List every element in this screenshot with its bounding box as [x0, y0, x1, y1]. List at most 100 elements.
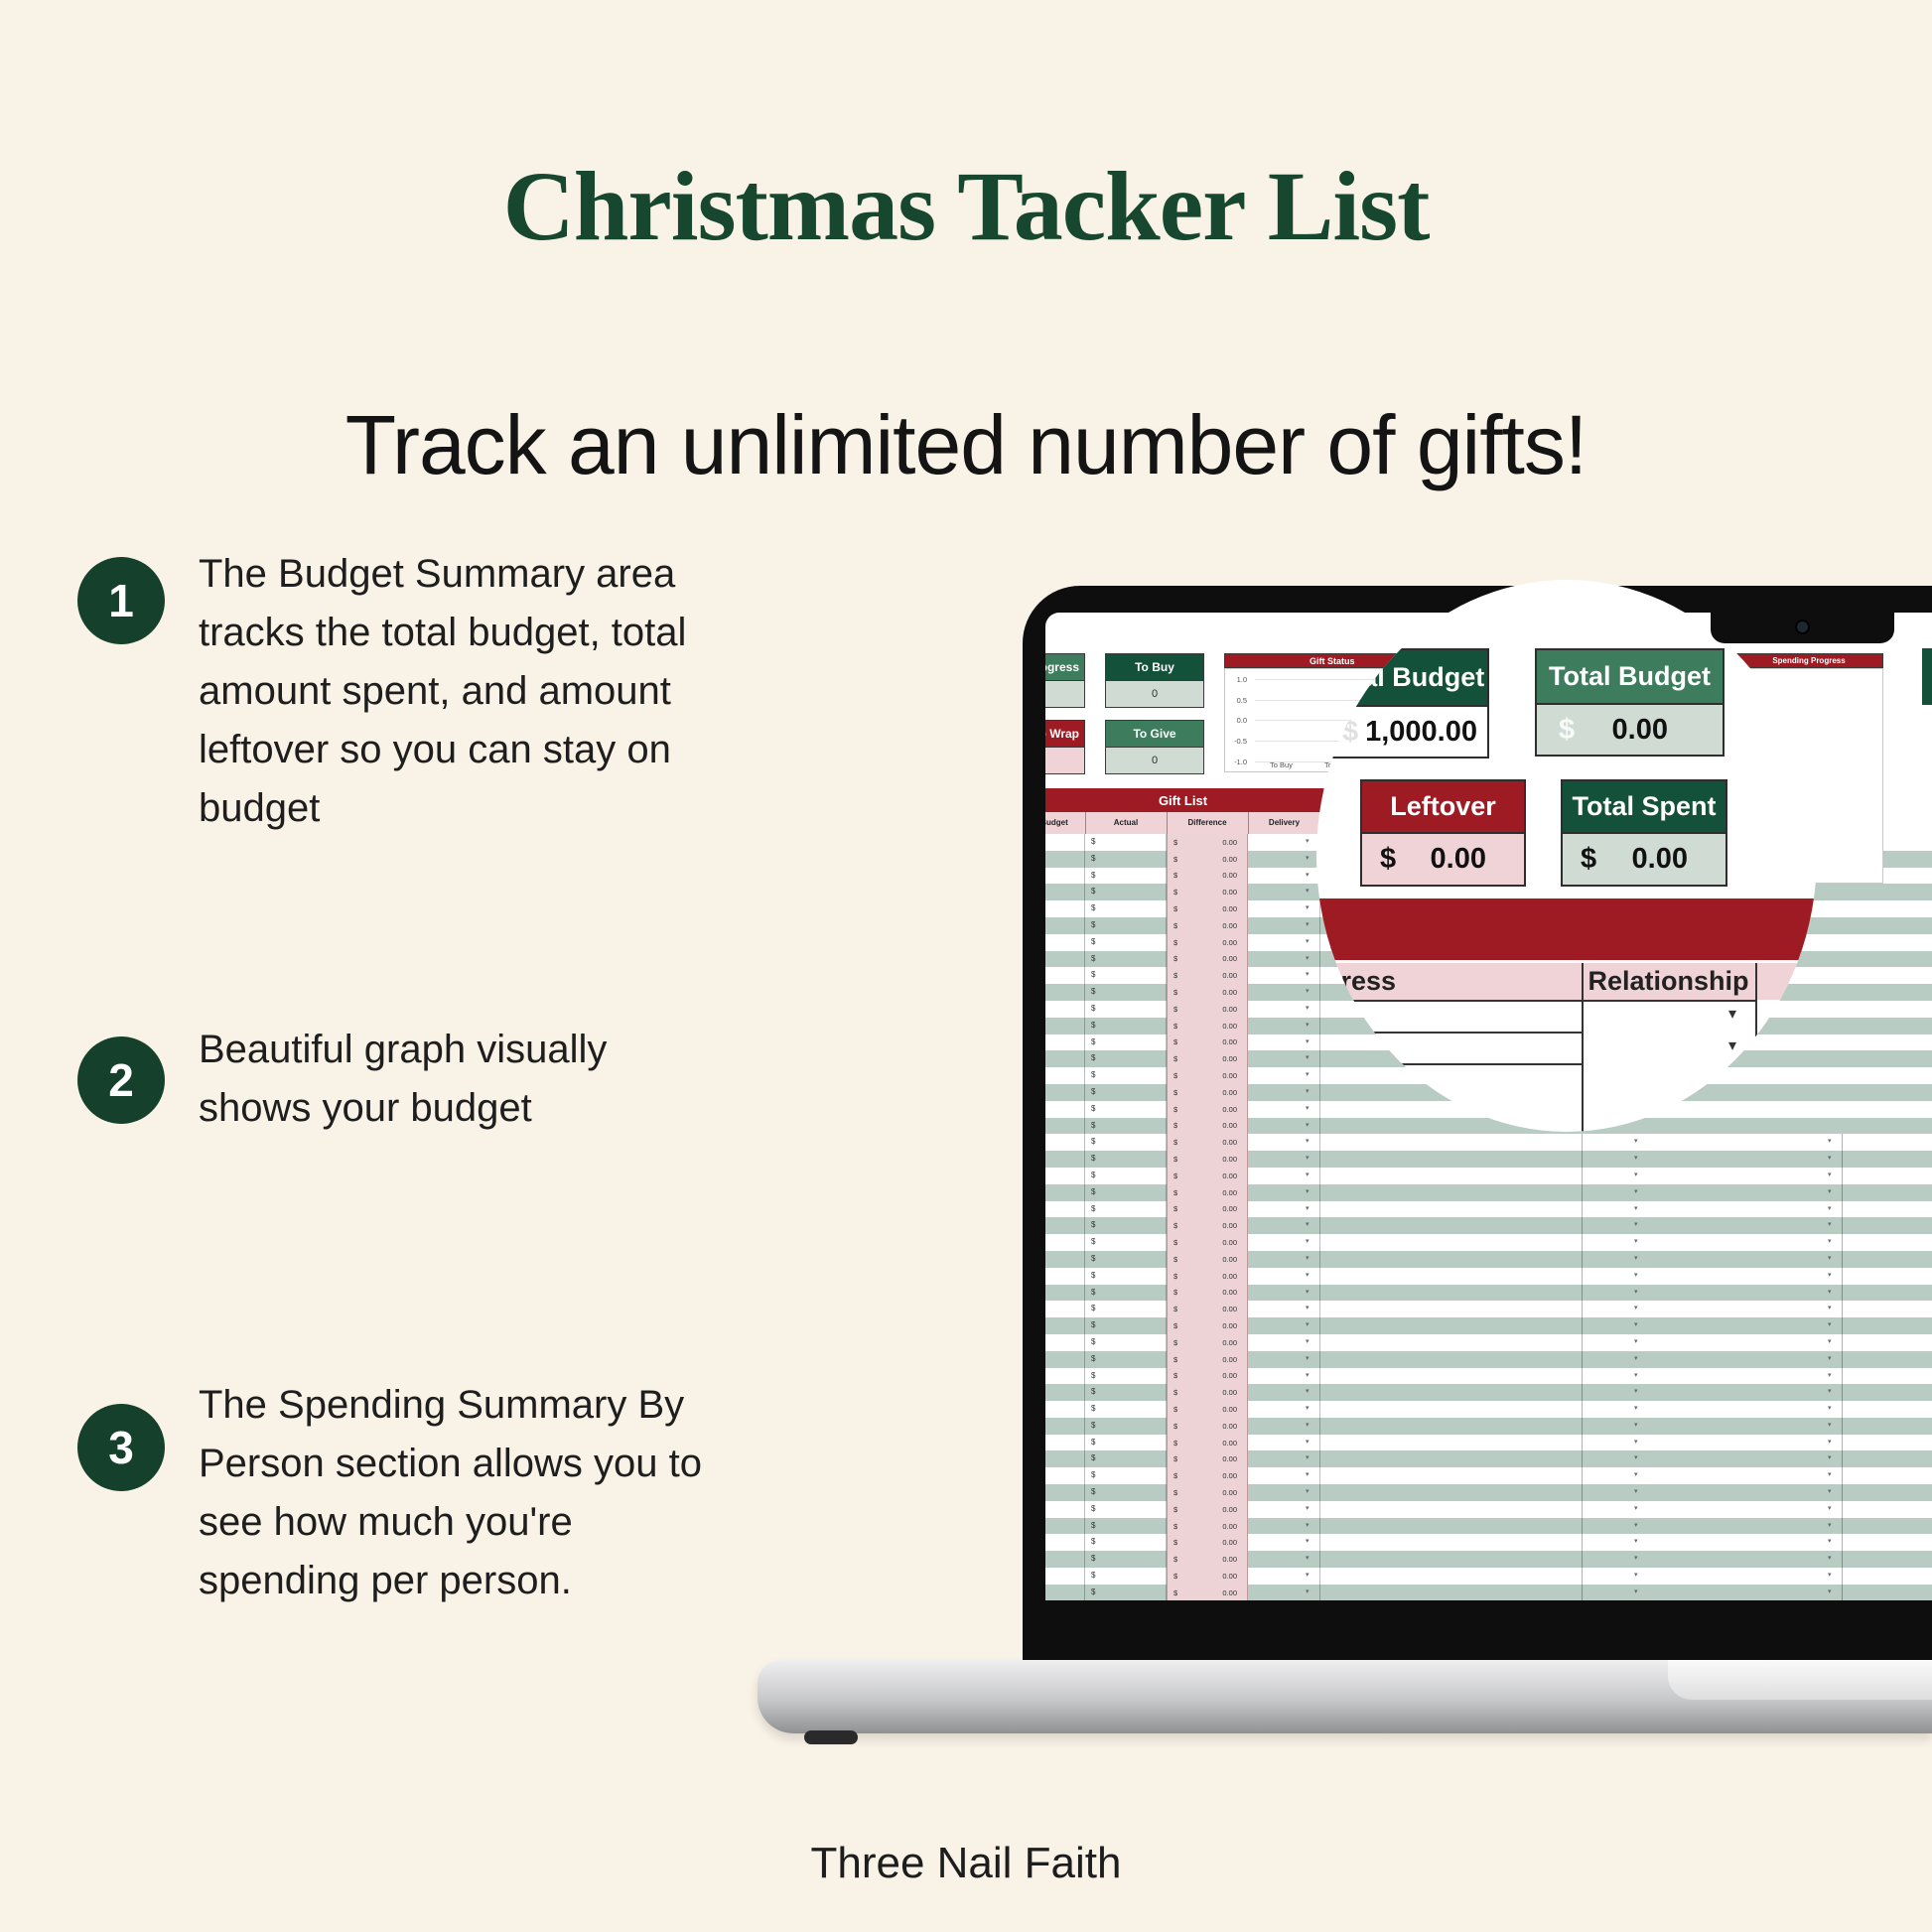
cell-budget[interactable]	[1045, 1384, 1085, 1402]
dropdown-arrow-icon[interactable]: ▾	[1828, 1438, 1832, 1446]
dropdown-arrow-icon[interactable]: ▾	[1828, 1221, 1832, 1229]
dropdown-arrow-icon[interactable]: ▾	[1306, 1155, 1310, 1163]
cell-actual[interactable]: $	[1085, 867, 1167, 885]
cell-budget[interactable]	[1045, 1117, 1085, 1135]
cell-budget[interactable]	[1045, 1183, 1085, 1201]
dropdown-arrow-icon[interactable]: ▾	[1306, 937, 1310, 945]
dropdown-arrow-icon[interactable]: ▾	[1306, 1538, 1310, 1546]
dropdown-arrow-icon[interactable]: ▾	[1828, 1238, 1832, 1246]
cell-budget[interactable]	[1045, 984, 1085, 1001]
dropdown-arrow-icon[interactable]: ▾	[1634, 1288, 1638, 1296]
cell-budget[interactable]	[1045, 1134, 1085, 1152]
dropdown-arrow-icon[interactable]: ▾	[1828, 1421, 1832, 1429]
cell-actual[interactable]: $	[1085, 1134, 1167, 1152]
dropdown-arrow-icon[interactable]: ▾	[1306, 971, 1310, 979]
dropdown-arrow-icon[interactable]: ▾	[1306, 1238, 1310, 1246]
cell-actual[interactable]: $	[1085, 1333, 1167, 1351]
cell-budget[interactable]	[1045, 1367, 1085, 1385]
cell-actual[interactable]: $	[1085, 933, 1167, 951]
cell-actual[interactable]: $	[1085, 1517, 1167, 1535]
dropdown-arrow-icon[interactable]: ▾	[1634, 1421, 1638, 1429]
cell-delivery[interactable]: ▾	[1248, 834, 1320, 851]
dropdown-arrow-icon[interactable]: ▾	[1306, 1221, 1310, 1229]
dropdown-arrow-icon[interactable]: ▾	[1634, 1504, 1638, 1512]
cell-actual[interactable]: $	[1085, 950, 1167, 968]
dropdown-arrow-icon[interactable]: ▾	[1306, 1354, 1310, 1362]
dropdown-arrow-icon[interactable]: ▾	[1634, 1238, 1638, 1246]
cell-delivery[interactable]: ▾	[1248, 1117, 1320, 1135]
cell-delivery[interactable]: ▾	[1248, 1234, 1320, 1251]
dropdown-arrow-icon[interactable]: ▾	[1728, 1006, 1737, 1023]
dropdown-arrow-icon[interactable]: ▾	[1634, 1337, 1638, 1345]
cell-delivery[interactable]: ▾	[1248, 1134, 1320, 1152]
dropdown-arrow-icon[interactable]: ▾	[1306, 1254, 1310, 1262]
cell-budget[interactable]	[1045, 1167, 1085, 1184]
dropdown-arrow-icon[interactable]: ▾	[1634, 1388, 1638, 1396]
cell-delivery[interactable]: ▾	[1248, 1417, 1320, 1435]
cell-delivery[interactable]: ▾	[1248, 1333, 1320, 1351]
cell-actual[interactable]: $	[1085, 1267, 1167, 1285]
cell-delivery[interactable]: ▾	[1248, 1301, 1320, 1318]
dropdown-arrow-icon[interactable]: ▾	[1828, 1138, 1832, 1146]
dropdown-arrow-icon[interactable]: ▾	[1306, 1371, 1310, 1379]
cell-budget[interactable]	[1045, 1467, 1085, 1485]
dropdown-arrow-icon[interactable]: ▾	[1634, 1171, 1638, 1178]
cell-delivery[interactable]: ▾	[1248, 984, 1320, 1001]
cell-budget[interactable]	[1045, 884, 1085, 901]
cell-budget[interactable]	[1045, 1517, 1085, 1535]
cell-budget[interactable]	[1045, 1151, 1085, 1168]
cell-budget[interactable]	[1045, 1284, 1085, 1302]
cell-actual[interactable]: $	[1085, 1217, 1167, 1235]
cell-delivery[interactable]: ▾	[1248, 1200, 1320, 1218]
cell-delivery[interactable]: ▾	[1248, 1534, 1320, 1552]
cell-actual[interactable]: $	[1085, 1067, 1167, 1084]
cell-actual[interactable]: $	[1085, 1350, 1167, 1368]
dropdown-arrow-icon[interactable]: ▾	[1634, 1354, 1638, 1362]
cell-actual[interactable]: $	[1085, 984, 1167, 1001]
goal-budget-card-value[interactable]: $ 1,000.00	[1320, 707, 1489, 759]
dropdown-arrow-icon[interactable]: ▾	[1306, 854, 1310, 862]
cell-delivery[interactable]: ▾	[1248, 1151, 1320, 1168]
cell-actual[interactable]: $	[1085, 1450, 1167, 1468]
cell-budget[interactable]	[1045, 1267, 1085, 1285]
cell-delivery[interactable]: ▾	[1248, 1551, 1320, 1569]
cell-actual[interactable]: $	[1085, 1551, 1167, 1569]
cell-actual[interactable]: $	[1085, 916, 1167, 934]
cell-delivery[interactable]: ▾	[1248, 1450, 1320, 1468]
cell-budget[interactable]	[1045, 1050, 1085, 1068]
cell-actual[interactable]: $	[1085, 1534, 1167, 1552]
dropdown-arrow-icon[interactable]: ▾	[1634, 1271, 1638, 1279]
cell-actual[interactable]: $	[1085, 1301, 1167, 1318]
dropdown-arrow-icon[interactable]: ▾	[1306, 954, 1310, 962]
dropdown-arrow-icon[interactable]: ▾	[1828, 1504, 1832, 1512]
dropdown-arrow-icon[interactable]: ▾	[1306, 1388, 1310, 1396]
cell-delivery[interactable]: ▾	[1248, 1100, 1320, 1118]
cell-budget[interactable]	[1045, 1568, 1085, 1585]
cell-actual[interactable]: $	[1085, 1200, 1167, 1218]
dropdown-arrow-icon[interactable]: ▾	[1306, 1587, 1310, 1595]
dropdown-arrow-icon[interactable]: ▾	[1634, 1538, 1638, 1546]
dropdown-arrow-icon[interactable]: ▾	[1306, 1104, 1310, 1112]
cell-actual[interactable]: $	[1085, 1234, 1167, 1251]
cell-actual[interactable]: $	[1085, 1367, 1167, 1385]
cell-delivery[interactable]: ▾	[1248, 1000, 1320, 1018]
dropdown-arrow-icon[interactable]: ▾	[1306, 871, 1310, 879]
dropdown-arrow-icon[interactable]: ▾	[1306, 1138, 1310, 1146]
cell-actual[interactable]: $	[1085, 1167, 1167, 1184]
dropdown-arrow-icon[interactable]: ▾	[1306, 1421, 1310, 1429]
cell-delivery[interactable]: ▾	[1248, 1083, 1320, 1101]
dropdown-arrow-icon[interactable]: ▾	[1828, 1388, 1832, 1396]
cell-actual[interactable]: $	[1085, 1017, 1167, 1035]
dropdown-arrow-icon[interactable]: ▾	[1306, 1555, 1310, 1563]
cell-budget[interactable]	[1045, 834, 1085, 851]
dropdown-arrow-icon[interactable]: ▾	[1306, 1187, 1310, 1195]
cell-budget[interactable]	[1045, 1350, 1085, 1368]
dropdown-arrow-icon[interactable]: ▾	[1306, 1087, 1310, 1095]
dropdown-arrow-icon[interactable]: ▾	[1634, 1321, 1638, 1329]
cell-budget[interactable]	[1045, 1000, 1085, 1018]
cell-budget[interactable]	[1045, 1484, 1085, 1501]
cell-delivery[interactable]: ▾	[1248, 1367, 1320, 1385]
cell-actual[interactable]: $	[1085, 1250, 1167, 1268]
cell-budget[interactable]	[1045, 1401, 1085, 1418]
cell-delivery[interactable]: ▾	[1248, 900, 1320, 917]
